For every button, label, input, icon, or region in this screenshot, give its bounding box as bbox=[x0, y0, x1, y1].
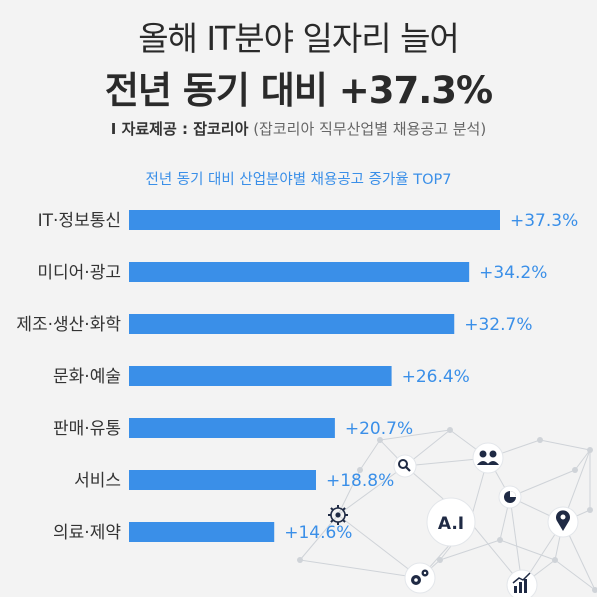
network-line bbox=[337, 465, 406, 516]
network-line bbox=[379, 429, 451, 441]
bar-group: IT·정보통신 +37.3% 미디어·광고 +34.2% 제조·생산·화학 +32.7% 문… bbox=[16, 210, 578, 543]
network-line bbox=[499, 539, 556, 561]
bar-6 bbox=[129, 470, 316, 490]
network-line bbox=[359, 439, 381, 471]
bar-7 bbox=[129, 522, 275, 542]
page-title-line2: 전년 동기 대비 +37.3% bbox=[104, 69, 493, 112]
network-line bbox=[299, 559, 421, 579]
value-label: +20.7% bbox=[345, 419, 413, 439]
value-label: +18.8% bbox=[326, 471, 394, 491]
network-node bbox=[587, 447, 593, 453]
value-label: +14.6% bbox=[284, 523, 352, 543]
source-line: I 자료제공 : 잡코리아 (잡코리아 직무산업별 채용공고 분석) bbox=[0, 118, 597, 139]
bar-3 bbox=[129, 314, 455, 334]
value-label: +34.2% bbox=[479, 263, 547, 283]
ai-label: A.I bbox=[438, 514, 464, 534]
bar-1 bbox=[129, 210, 500, 230]
value-label: +32.7% bbox=[464, 315, 532, 335]
search-icon bbox=[393, 454, 417, 478]
bar-chart-icon bbox=[506, 569, 538, 597]
icon-group: A.I bbox=[328, 442, 579, 597]
location-pin-icon bbox=[547, 506, 579, 538]
value-label: +37.3% bbox=[510, 211, 578, 231]
network-node bbox=[537, 437, 543, 443]
source-detail: (잡코리아 직무산업별 채용공고 분석) bbox=[253, 120, 487, 138]
value-label: +26.4% bbox=[402, 367, 470, 387]
network-line bbox=[337, 514, 421, 579]
network-line bbox=[539, 439, 591, 451]
gear-icon bbox=[328, 505, 348, 525]
network-node bbox=[447, 427, 453, 433]
network-line bbox=[439, 539, 501, 561]
category-label: 의료·제약 bbox=[53, 523, 121, 543]
gears-icon bbox=[404, 562, 436, 594]
category-label: 문화·예술 bbox=[53, 367, 121, 387]
source-label: I 자료제공 : 잡코리아 bbox=[110, 120, 249, 138]
chart-title: 전년 동기 대비 산업분야별 채용공고 증가율 TOP7 bbox=[145, 172, 452, 188]
category-label: 서비스 bbox=[74, 471, 121, 491]
network-line bbox=[574, 449, 591, 471]
network-node bbox=[572, 467, 578, 473]
category-label: IT·정보통신 bbox=[38, 211, 121, 231]
category-label: 제조·생산·화학 bbox=[16, 315, 121, 335]
network-line bbox=[509, 469, 576, 498]
category-label: 미디어·광고 bbox=[37, 263, 121, 283]
pie-chart-icon bbox=[498, 485, 522, 509]
network-node bbox=[592, 587, 597, 593]
network-line bbox=[554, 559, 596, 591]
network-node bbox=[437, 557, 443, 563]
network-node bbox=[587, 507, 593, 513]
category-label: 판매·유통 bbox=[53, 419, 121, 439]
network-node bbox=[552, 557, 558, 563]
network-line bbox=[337, 469, 361, 516]
people-icon bbox=[472, 442, 504, 474]
bar-2 bbox=[129, 262, 470, 282]
network-node bbox=[357, 467, 363, 473]
bar-5 bbox=[129, 418, 335, 438]
network-node bbox=[297, 557, 303, 563]
ai-icon: A.I bbox=[426, 497, 476, 547]
network-node bbox=[497, 537, 503, 543]
network-node bbox=[377, 437, 383, 443]
page-title-line1: 올해 IT분야 일자리 늘어 bbox=[138, 19, 460, 58]
bar-4 bbox=[129, 366, 392, 386]
